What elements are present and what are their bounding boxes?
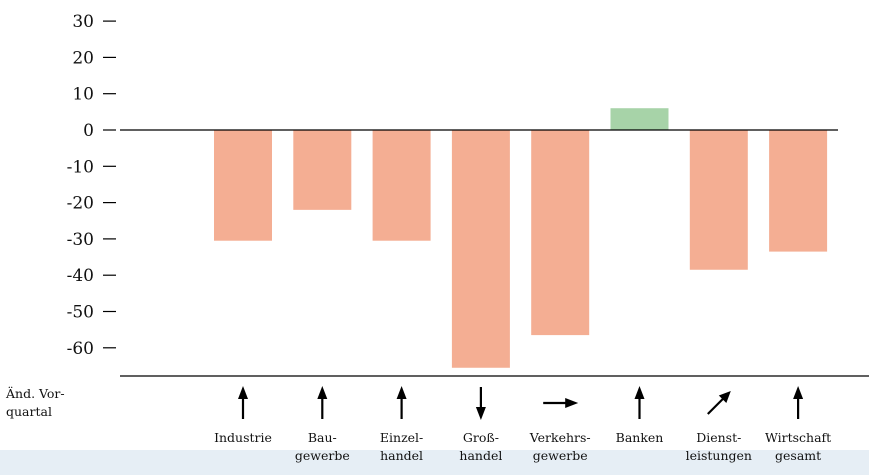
- change-arrow-icon: [317, 386, 328, 419]
- category-label: Bau-: [308, 430, 337, 445]
- y-tick-label: -60: [67, 339, 94, 359]
- category-labels: Industrie Bau-gewerbe Einzel-handel Groß-ha…: [214, 430, 831, 463]
- bar: [451, 130, 510, 368]
- y-tick-label: -40: [67, 266, 94, 286]
- change-arrow-icon: [475, 387, 486, 420]
- bar: [689, 130, 748, 270]
- y-tick-label: -20: [67, 194, 94, 214]
- category-label: handel: [380, 448, 423, 463]
- y-tick-label: 30: [72, 12, 94, 32]
- category-label: Industrie: [214, 430, 272, 445]
- category-label: Dienst-: [696, 430, 741, 445]
- change-arrow-icon: [396, 386, 407, 419]
- category-label: Banken: [616, 430, 664, 445]
- category-label: leistungen: [686, 448, 752, 463]
- bar: [214, 130, 272, 241]
- category-label: gewerbe: [533, 448, 588, 463]
- y-axis: 30 20 10 0 -10 -20 -30 -40 -50 -60: [67, 12, 116, 359]
- bar: [610, 108, 669, 130]
- category-label: Einzel-: [380, 430, 423, 445]
- bar: [293, 130, 352, 210]
- change-arrow-icon: [634, 386, 645, 419]
- change-arrow-icon: [238, 386, 248, 419]
- category-label: gesamt: [775, 448, 821, 463]
- bar: [769, 130, 828, 252]
- bar: [372, 130, 431, 241]
- bars: [214, 108, 828, 368]
- y-tick-label: 0: [83, 121, 94, 141]
- category-label: Wirtschaft: [765, 430, 831, 445]
- change-arrow-icon: [793, 386, 804, 419]
- category-label: gewerbe: [295, 448, 350, 463]
- change-row-label-line2: quartal: [6, 404, 52, 419]
- change-arrows: [238, 386, 804, 420]
- y-tick-label: 10: [72, 85, 94, 105]
- category-label: Groß-: [463, 430, 499, 445]
- y-tick-label: -30: [67, 230, 94, 250]
- category-label: handel: [459, 448, 502, 463]
- y-tick-label: 20: [72, 48, 94, 68]
- change-arrow-icon: [707, 391, 731, 415]
- y-tick-label: -50: [67, 303, 94, 323]
- y-tick-label: -10: [67, 157, 94, 177]
- bar: [531, 130, 590, 336]
- change-row-label-line1: Änd. Vor-: [5, 385, 65, 401]
- change-arrow-icon: [543, 398, 579, 408]
- category-label: Verkehrs-: [529, 430, 591, 445]
